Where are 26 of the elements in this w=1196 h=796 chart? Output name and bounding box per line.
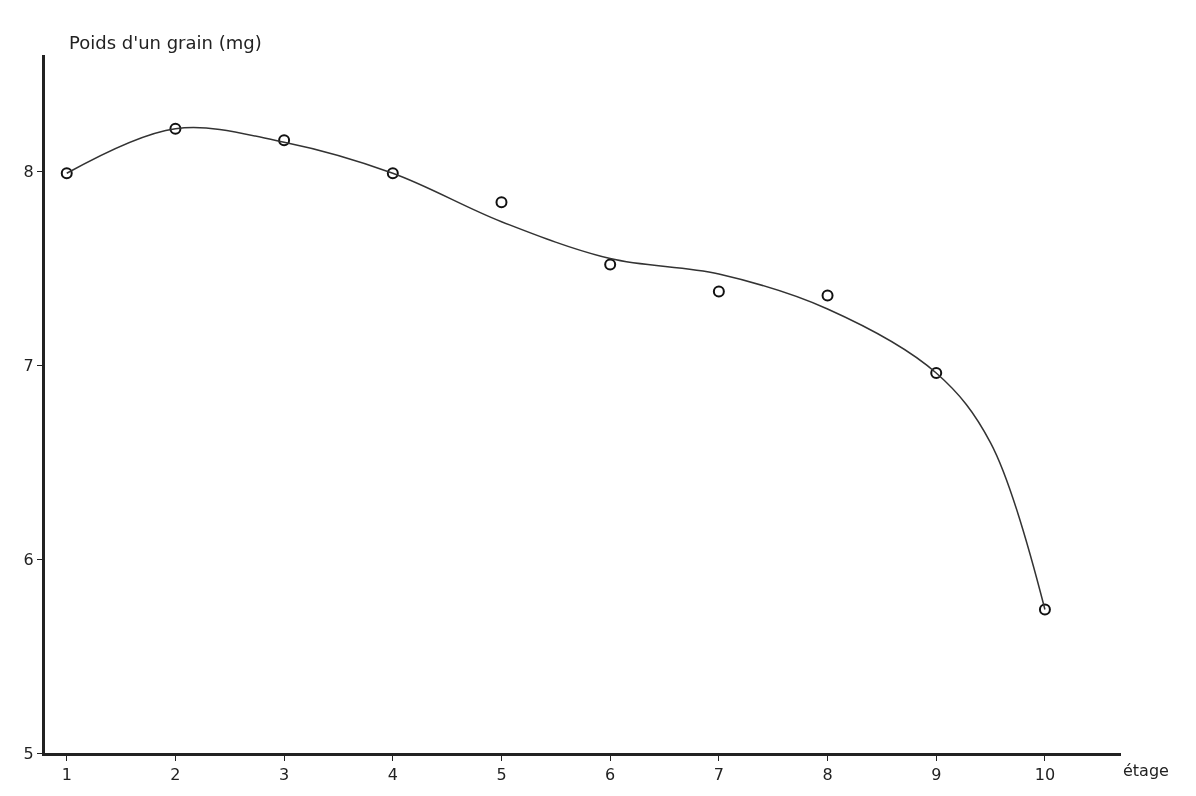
x-tick-label: 7 <box>713 765 724 785</box>
point <box>712 285 725 298</box>
point <box>604 258 617 271</box>
point <box>278 134 291 147</box>
point <box>821 289 834 302</box>
point <box>1038 603 1051 616</box>
x-tick-label: 5 <box>496 765 507 785</box>
x-tick-label: 9 <box>931 765 942 785</box>
x-tick-label: 3 <box>279 765 290 785</box>
point <box>930 366 943 379</box>
y-tick-label: 5 <box>23 743 34 763</box>
x-tick-label: 8 <box>822 765 833 785</box>
y-tick-label: 7 <box>23 355 34 375</box>
x-tick-label: 6 <box>605 765 616 785</box>
y-tick-label: 6 <box>23 549 34 569</box>
x-axis-title: étage <box>1123 761 1169 780</box>
y-tick-label: 8 <box>23 161 34 181</box>
point <box>386 167 399 180</box>
point <box>495 196 508 209</box>
x-tick-label: 10 <box>1034 765 1056 785</box>
x-tick-label: 2 <box>170 765 181 785</box>
x-tick-label: 4 <box>387 765 398 785</box>
x-tick-label: 1 <box>61 765 72 785</box>
y-axis-title: Poids d'un grain (mg) <box>69 32 262 53</box>
point <box>169 122 182 135</box>
point <box>60 167 73 180</box>
